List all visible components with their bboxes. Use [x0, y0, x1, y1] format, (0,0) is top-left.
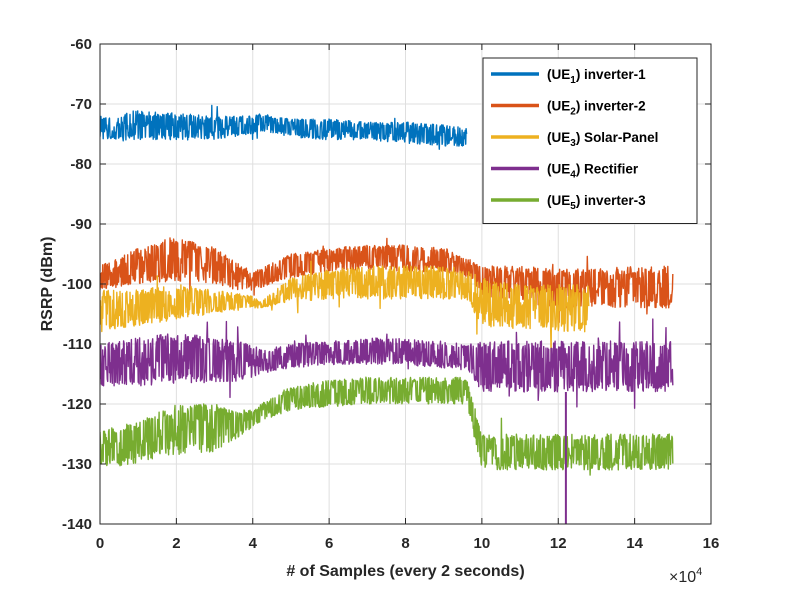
y-tick-label: -110: [63, 336, 92, 353]
series-line: [100, 318, 674, 409]
x-tick-label: 16: [703, 535, 720, 552]
x-tick-label: 2: [172, 535, 180, 552]
y-tick-label: -120: [62, 396, 92, 413]
series-line: [100, 376, 674, 476]
legend-label: (UE5) inverter-3: [547, 193, 646, 212]
series-5: [100, 376, 674, 476]
x-tick-label: 4: [249, 535, 258, 552]
x-multiplier-exponent: 4: [696, 566, 702, 578]
series-line: [100, 104, 468, 150]
y-tick-label: -70: [70, 96, 92, 113]
tick-layer: 0 2 4 6 8 10 12 14 16 -60 -70 -80 -90 -100 -110 -120 -13…: [62, 36, 719, 552]
x-tick-label: 0: [96, 535, 104, 552]
legend-label: (UE4) Rectifier: [547, 162, 639, 181]
legend-box: [482, 57, 698, 224]
y-tick-label: -60: [70, 36, 92, 53]
series-4: [100, 318, 674, 409]
y-axis-label: RSRP (dBm): [39, 237, 56, 332]
series-1: [100, 104, 468, 150]
x-multiplier-base: ×10: [669, 569, 696, 586]
y-tick-label: -140: [62, 516, 92, 533]
series-3: [100, 260, 590, 354]
legend-label: (UE1) inverter-1: [547, 67, 646, 86]
legend-item: (UE1) inverter-1: [491, 67, 646, 86]
x-tick-label: 14: [626, 535, 643, 552]
legend-item: (UE2) inverter-2: [491, 99, 646, 118]
x-axis-label: # of Samples (every 2 seconds): [286, 563, 524, 580]
x-tick-label: 10: [474, 535, 491, 552]
y-tick-label: -80: [70, 156, 92, 173]
series-line: [100, 260, 590, 354]
x-tick-label: 6: [325, 535, 333, 552]
y-tick-label: -90: [70, 216, 92, 233]
legend: (UE1) inverter-1 (UE2) inverter-2 (UE3) So…: [482, 57, 698, 224]
legend-item: (UE4) Rectifier: [491, 162, 639, 181]
legend-item: (UE3) Solar-Panel: [491, 130, 658, 149]
legend-label: (UE3) Solar-Panel: [547, 130, 658, 149]
x-tick-label: 8: [401, 535, 409, 552]
y-tick-label: -130: [62, 456, 92, 473]
y-tick-label: -100: [62, 276, 92, 293]
series-layer: [100, 104, 674, 524]
x-axis-multiplier: ×104: [669, 566, 702, 586]
x-tick-label: 12: [550, 535, 567, 552]
legend-item: (UE5) inverter-3: [491, 193, 646, 212]
legend-label: (UE2) inverter-2: [547, 99, 646, 118]
